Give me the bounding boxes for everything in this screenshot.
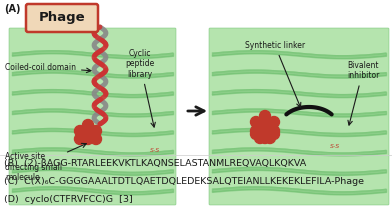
Circle shape bbox=[260, 120, 270, 131]
Text: Synthetic linker: Synthetic linker bbox=[245, 41, 305, 107]
FancyBboxPatch shape bbox=[209, 28, 389, 205]
Circle shape bbox=[74, 134, 85, 145]
Circle shape bbox=[74, 125, 85, 136]
Text: S-S: S-S bbox=[150, 148, 160, 154]
Text: (B)  (2)-βAGG-RTARLEEKVKTLKAQNSELASTANMLREQVAQLKQKVA: (B) (2)-βAGG-RTARLEEKVKTLKAQNSELASTANMLR… bbox=[4, 159, 306, 168]
Circle shape bbox=[260, 132, 270, 143]
Circle shape bbox=[260, 111, 270, 122]
FancyBboxPatch shape bbox=[9, 28, 176, 205]
Text: Cyclic
peptide
library: Cyclic peptide library bbox=[125, 49, 155, 127]
Circle shape bbox=[256, 118, 267, 129]
Text: Coiled-coil domain: Coiled-coil domain bbox=[5, 62, 91, 72]
Circle shape bbox=[269, 129, 279, 140]
Circle shape bbox=[250, 129, 261, 140]
Circle shape bbox=[82, 129, 94, 140]
Text: (D)  cyclo(CTFRVFCC)G  [3]: (D) cyclo(CTFRVFCC)G [3] bbox=[4, 195, 133, 204]
Circle shape bbox=[87, 127, 98, 138]
Circle shape bbox=[91, 125, 102, 136]
Text: S-S: S-S bbox=[330, 145, 340, 150]
Text: Bivalent
inhibitor: Bivalent inhibitor bbox=[347, 61, 379, 125]
Circle shape bbox=[269, 117, 279, 127]
Circle shape bbox=[91, 134, 102, 145]
Circle shape bbox=[78, 127, 89, 138]
Text: Phage: Phage bbox=[39, 12, 85, 25]
Circle shape bbox=[250, 117, 261, 127]
Text: Active site
directing small
molecule: Active site directing small molecule bbox=[5, 143, 86, 182]
Text: (A): (A) bbox=[4, 4, 20, 14]
Circle shape bbox=[269, 125, 279, 136]
Text: (C)  C(X)₆C-GGGGAAALTDTLQAETDQLEDEKSALQTEIANLLKEKEKLEFILA-Phage: (C) C(X)₆C-GGGGAAALTDTLQAETDQLEDEKSALQTE… bbox=[4, 177, 364, 186]
Circle shape bbox=[260, 125, 270, 136]
Circle shape bbox=[82, 134, 94, 145]
Circle shape bbox=[82, 120, 94, 131]
FancyBboxPatch shape bbox=[26, 4, 98, 32]
Circle shape bbox=[265, 132, 276, 143]
Circle shape bbox=[254, 132, 265, 143]
Circle shape bbox=[250, 125, 261, 136]
Circle shape bbox=[265, 118, 276, 129]
